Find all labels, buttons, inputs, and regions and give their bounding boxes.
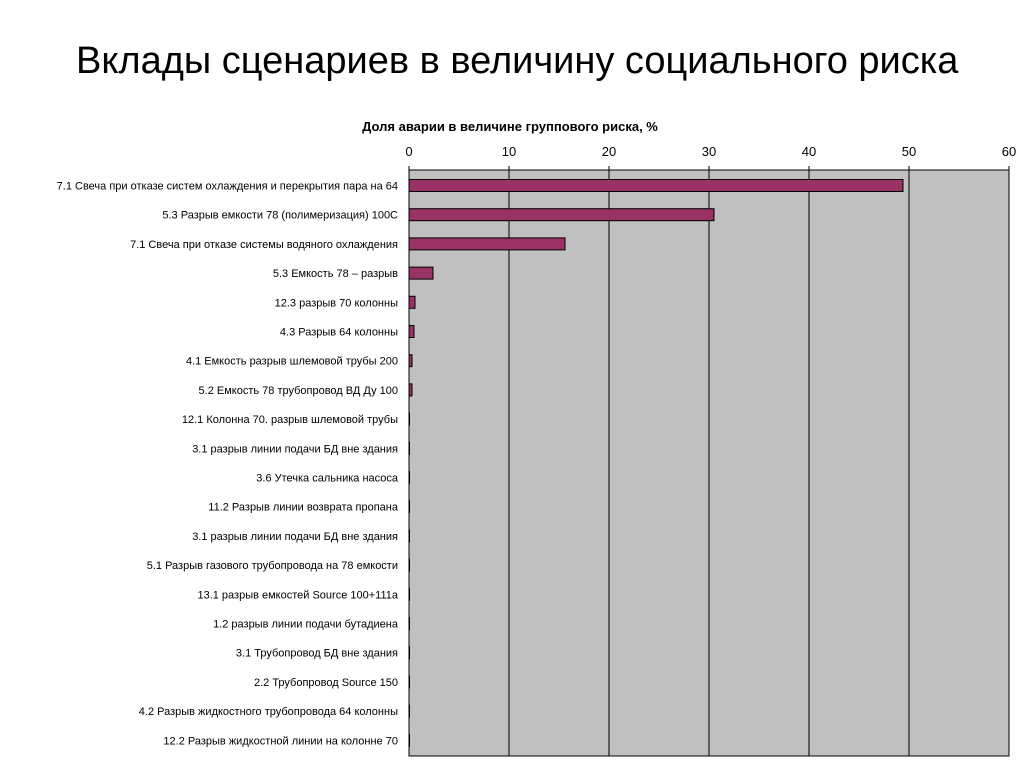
category-label: 5.2 Емкость 78 трубопровод ВД Ду 100 [199,385,398,397]
category-label: 11.2 Разрыв линии возврата пропана [208,502,399,514]
bar [408,441,410,455]
gridlines [408,166,1010,756]
x-tick-label: 20 [602,144,616,159]
category-label: 1.2 разрыв линии подачи бутадиена [213,619,399,631]
bar [408,704,410,718]
category-label: 5.3 Емкость 78 – разрыв [273,268,398,280]
slide-title: Вклады сценариев в величину социального … [76,40,959,82]
category-label: 4.1 Емкость разрыв шлемовой трубы 200 [186,356,398,368]
category-label: 3.6 Утечка сальника насоса [256,473,399,485]
bar [408,295,416,309]
bar [408,646,410,660]
category-label: 12.3 разрыв 70 колонны [275,297,398,309]
x-tick-label: 40 [802,144,816,159]
bar [408,237,566,251]
category-label: 3.1 Трубопровод БД вне здания [236,648,398,660]
x-tick-label: 10 [502,144,516,159]
x-tick-label: 60 [1002,144,1016,159]
x-tick-label: 50 [902,144,916,159]
category-label: 2.2 Трубопровод Source 150 [254,677,398,689]
x-tick-label: 30 [702,144,716,159]
category-label: 5.3 Разрыв емкости 78 (полимеризация) 10… [162,210,398,222]
bar [408,733,410,747]
category-label: 12.2 Разрыв жидкостной линии на колонне … [163,735,398,747]
bar [408,412,410,426]
category-label: 7.1 Свеча при отказе системы водяного ох… [130,239,398,251]
bar [408,266,434,280]
category-label: 7.1 Свеча при отказе систем охлаждения и… [57,181,398,193]
bar [408,675,410,689]
bar [408,587,410,601]
bar [408,354,413,368]
bars [408,179,904,747]
bar [408,617,410,630]
category-label: 13.1 разрыв емкостей Source 100+111а [197,589,398,601]
bar [408,529,410,543]
category-label: 3.1 разрыв линии подачи БД вне здания [192,443,398,455]
bar [408,383,413,397]
category-label: 12.1 Колонна 70. разрыв шлемовой трубы [182,414,398,426]
bar [408,500,410,514]
bar [408,471,410,484]
bar [408,325,415,338]
bar [408,558,410,572]
category-label: 4.3 Разрыв 64 колонны [280,327,398,339]
category-labels: 7.1 Свеча при отказе систем охлаждения и… [57,181,399,748]
category-label: 4.2 Разрыв жидкостного трубопровода 64 к… [139,706,398,718]
chart-title: Доля аварии в величине группового риска,… [362,119,658,134]
bar [408,208,715,222]
x-tick-label: 0 [405,144,412,159]
category-label: 3.1 разрыв линии подачи БД вне здания [192,531,398,543]
x-tick-labels: 0 10 20 30 40 50 60 [405,144,1016,159]
category-label: 5.1 Разрыв газового трубопровода на 78 е… [147,560,398,572]
bar [408,179,904,192]
